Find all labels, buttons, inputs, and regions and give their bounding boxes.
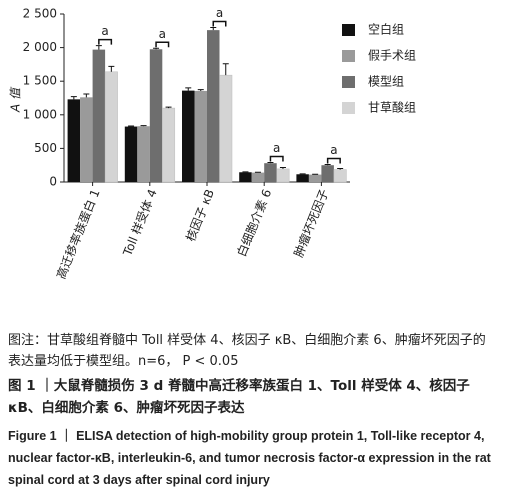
y-tick-label: 500 [34, 141, 57, 155]
significance-bracket [212, 20, 227, 27]
legend-swatch [342, 76, 355, 88]
bar [276, 168, 290, 183]
error-bar [70, 96, 77, 100]
legend-label: 空白组 [368, 22, 404, 37]
error-bar [324, 164, 331, 166]
y-tick-label: 2 000 [23, 40, 57, 54]
significance-bracket [269, 155, 284, 162]
error-bar [153, 47, 160, 50]
error-bar [185, 87, 192, 91]
error-bar [165, 106, 172, 109]
significance-bracket [155, 41, 170, 48]
bar [239, 172, 252, 182]
caption-title-en: Figure 1 ｜ ELISA detection of high-mobil… [8, 429, 491, 487]
bar [137, 126, 150, 182]
bar [296, 174, 309, 182]
annotation: a [159, 27, 166, 41]
error-bar [222, 63, 229, 76]
bar [67, 99, 81, 182]
bar [251, 172, 265, 182]
bar [104, 71, 118, 183]
bar [264, 163, 277, 182]
caption-title-cn: 图 1 ｜大鼠脊髓损伤 3 d 脊髓中高迁移率族蛋白 1、Toll 样受体 4、… [8, 378, 470, 416]
bar [219, 74, 233, 183]
bar [182, 90, 195, 182]
caption-note: 图注：甘草酸组脊髓中 Toll 样受体 4、核因子 κB、白细胞介素 6、肿瘤坏… [8, 333, 486, 369]
x-tick-label: Toll 样受体 4 [119, 187, 160, 259]
legend-swatch [342, 24, 355, 36]
annotation: a [216, 6, 223, 20]
error-bar [83, 93, 90, 98]
error-bar [337, 168, 344, 170]
bar [207, 30, 220, 182]
legend-label: 模型组 [368, 75, 404, 89]
bar [92, 49, 106, 183]
legend-swatch [342, 50, 355, 62]
y-tick-label: 1 500 [23, 74, 57, 88]
y-tick-label: 0 [49, 175, 57, 189]
bar [149, 49, 163, 182]
bar [80, 97, 93, 182]
x-tick-label: 核因子 κB [183, 187, 217, 243]
error-bar [267, 162, 274, 164]
annotation: a [101, 24, 108, 38]
significance-bracket [326, 157, 341, 164]
bar [333, 169, 347, 183]
x-tick-label: 高迁移率族蛋白 1 [53, 187, 103, 281]
x-tick-label: 白细胞介素 6 [234, 187, 275, 259]
chart: A 值 0 500 1 000 1 500 2 000 2 500 高迁移率族蛋白 1 a To… [9, 6, 417, 281]
legend-label: 甘草酸组 [368, 100, 416, 115]
error-bar [197, 89, 204, 91]
x-tick-label: 肿瘤坏死因子 [291, 187, 332, 259]
error-bar [95, 45, 102, 50]
bar [124, 126, 138, 182]
error-bar [140, 125, 147, 127]
legend-swatch [342, 102, 355, 114]
annotation: a [330, 143, 337, 157]
legend-label: 假手术组 [368, 49, 416, 63]
error-bar [108, 65, 115, 72]
error-bar [128, 125, 135, 127]
y-tick-label: 1 000 [23, 107, 57, 121]
bar [308, 174, 322, 182]
significance-bracket [98, 38, 113, 45]
annotation: a [273, 141, 280, 155]
y-tick-label: 2 500 [23, 7, 57, 21]
bar [194, 90, 207, 182]
bar [321, 165, 334, 182]
y-axis-label: A 值 [9, 86, 23, 113]
error-bar [279, 167, 286, 169]
error-bar [210, 26, 217, 31]
bar [162, 107, 176, 183]
